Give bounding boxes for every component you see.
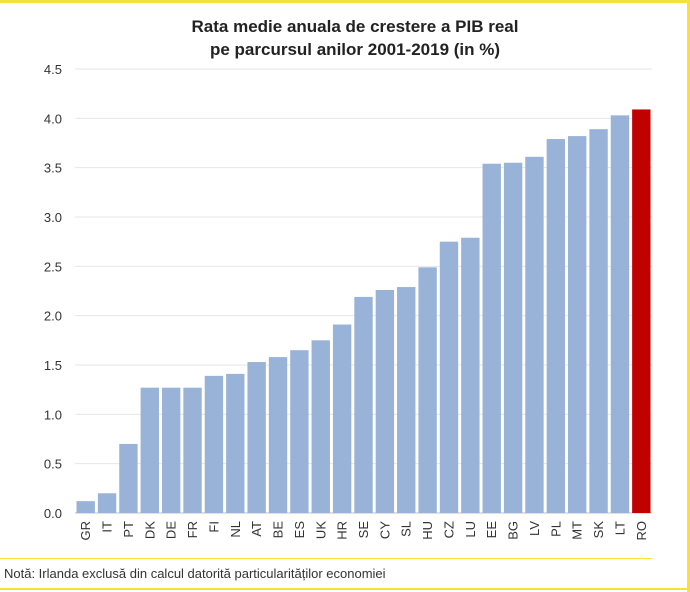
bar-at <box>247 362 265 513</box>
bar-gr <box>77 501 95 513</box>
x-tick-label: FR <box>185 521 200 538</box>
x-axis: GR IT PT DK DE FR FI NL AT BE ES UK HR SE CY SL HU CZ LU EE… <box>78 521 649 541</box>
bar-lt <box>611 115 629 513</box>
y-tick-label: 0.0 <box>44 506 62 521</box>
y-tick-label: 4.0 <box>44 111 62 126</box>
bar-hu <box>418 267 436 513</box>
bar-pl <box>547 139 565 513</box>
y-tick-label: 1.5 <box>44 358 62 373</box>
bar-sl <box>397 287 415 513</box>
x-tick-label: HU <box>420 521 435 540</box>
bar-de <box>162 388 180 513</box>
x-tick-label: AT <box>249 521 264 537</box>
x-tick-label: PT <box>121 521 136 538</box>
bar-fr <box>183 388 201 513</box>
y-axis: 0.0 0.5 1.0 1.5 2.0 2.5 3.0 3.5 4.0 4.5 <box>44 62 62 521</box>
bar-ro <box>632 109 650 513</box>
x-tick-label: IT <box>100 521 115 533</box>
bar-sk <box>589 129 607 513</box>
bar-es <box>290 350 308 513</box>
bar-it <box>98 493 116 513</box>
x-tick-label: ES <box>292 521 307 539</box>
bar-be <box>269 357 287 513</box>
bar-uk <box>312 340 330 513</box>
bar-dk <box>141 388 159 513</box>
y-tick-label: 2.5 <box>44 259 62 274</box>
x-tick-label: GR <box>78 521 93 541</box>
bar-se <box>354 297 372 513</box>
bar-lv <box>525 157 543 513</box>
bar-hr <box>333 325 351 513</box>
x-tick-label: MT <box>570 521 585 540</box>
bar-cz <box>440 242 458 513</box>
bar-cy <box>376 290 394 513</box>
x-tick-label: HR <box>335 521 350 540</box>
y-tick-label: 1.0 <box>44 407 62 422</box>
footnote: Notă: Irlanda exclusă din calcul datorit… <box>4 566 386 581</box>
y-tick-label: 2.0 <box>44 309 62 324</box>
x-tick-label: FI <box>206 521 221 533</box>
x-tick-label: SL <box>399 521 414 537</box>
bar-fi <box>205 376 223 513</box>
bars <box>77 109 651 513</box>
x-tick-label: UK <box>313 521 328 539</box>
bar-pt <box>119 444 137 513</box>
bar-mt <box>568 136 586 513</box>
x-tick-label: EE <box>484 521 499 539</box>
x-tick-label: LT <box>612 521 627 535</box>
x-tick-label: DE <box>164 521 179 539</box>
y-tick-label: 3.5 <box>44 161 62 176</box>
x-tick-label: SK <box>591 521 606 539</box>
x-tick-label: CZ <box>441 521 456 538</box>
x-tick-label: DK <box>142 521 157 539</box>
x-tick-label: CY <box>377 521 392 539</box>
x-tick-label: BG <box>506 521 521 540</box>
y-tick-label: 0.5 <box>44 457 62 472</box>
x-tick-label: LU <box>463 521 478 538</box>
bar-ee <box>483 164 501 513</box>
y-tick-label: 3.0 <box>44 210 62 225</box>
x-tick-label: BE <box>271 521 286 539</box>
x-tick-label: RO <box>634 521 649 541</box>
x-tick-label: PL <box>548 521 563 537</box>
x-tick-label: NL <box>228 521 243 538</box>
bar-bg <box>504 163 522 513</box>
x-tick-label: SE <box>356 521 371 539</box>
bar-nl <box>226 374 244 513</box>
bar-lu <box>461 238 479 513</box>
note-separator <box>0 558 652 559</box>
y-tick-label: 4.5 <box>44 62 62 77</box>
x-tick-label: LV <box>527 521 542 536</box>
